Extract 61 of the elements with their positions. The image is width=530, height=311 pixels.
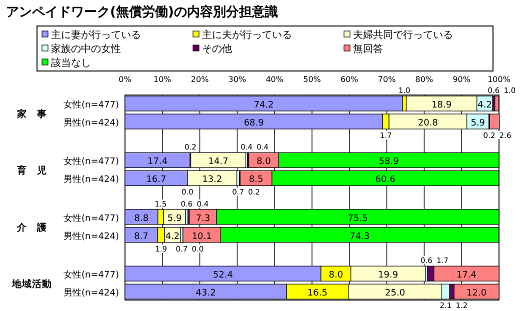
x-tick-label: 10% — [154, 75, 172, 84]
data-label: 60.6 — [375, 175, 396, 186]
y-tick-label: 男性(n=424) — [64, 230, 119, 242]
data-label: 8.0 — [328, 270, 344, 281]
legend-label: 主に夫が行っている — [202, 29, 292, 41]
data-label: 14.7 — [208, 157, 228, 168]
data-label: 43.2 — [196, 288, 216, 299]
data-label: 8.7 — [134, 232, 148, 242]
data-label: 17.4 — [456, 270, 477, 281]
data-label: 52.4 — [212, 270, 234, 281]
text: 家 事 — [16, 108, 47, 120]
data-label: 4.2 — [165, 232, 180, 242]
y-tick-label: 男性(n=424) — [64, 174, 119, 186]
data-label: 8.5 — [248, 175, 264, 186]
data-label: 8.8 — [134, 214, 149, 224]
legend-label: 夫婦共同で行っている — [353, 29, 453, 41]
data-label: 18.9 — [432, 100, 452, 110]
data-label: 17.4 — [148, 157, 168, 168]
x-tick-label: 100% — [488, 75, 511, 84]
data-label: 25.0 — [385, 288, 406, 299]
y-tick-label: 男性(n=424) — [64, 288, 119, 299]
data-label: 7.3 — [196, 214, 210, 224]
data-label: 8.0 — [256, 157, 272, 168]
data-label: 12.0 — [466, 288, 487, 299]
y-tick-label: 女性(n=477) — [64, 212, 119, 224]
x-tick-label: 80% — [415, 75, 434, 84]
x-tick-label: 30% — [228, 75, 246, 84]
data-label: 13.2 — [202, 175, 222, 186]
y-tick-label: 女性(n=477) — [64, 156, 119, 168]
legend-label: 家族の中の女性 — [51, 43, 121, 55]
data-label: 20.8 — [418, 118, 438, 128]
data-label: 74.2 — [254, 100, 274, 110]
data-label: 4.2 — [478, 100, 492, 110]
data-label: 16.7 — [146, 175, 166, 186]
data-label: 58.9 — [378, 157, 400, 168]
legend-label: 主に妻が行っている — [51, 29, 141, 41]
text: 地域活動 — [11, 278, 52, 290]
x-tick-label: 90% — [452, 75, 471, 84]
x-tick-label: 50% — [303, 75, 322, 84]
x-tick-label: 0% — [118, 75, 132, 84]
data-label: 68.9 — [244, 118, 264, 128]
data-label: 16.5 — [307, 288, 328, 299]
data-label: 10.1 — [192, 232, 212, 242]
y-tick-label: 女性(n=477) — [64, 100, 119, 110]
x-tick-label: 20% — [190, 75, 210, 84]
x-tick-label: 40% — [266, 75, 284, 84]
legend-label: 該当なし — [51, 57, 91, 69]
data-label: 74.3 — [350, 232, 370, 242]
legend-label: その他 — [202, 43, 232, 55]
legend-label: 無回答 — [353, 43, 383, 55]
text: 育 児 — [16, 164, 47, 177]
y-tick-label: 男性(n=424) — [64, 118, 119, 128]
y-tick-label: 女性(n=477) — [64, 270, 119, 281]
data-label: 75.5 — [348, 214, 368, 224]
x-tick-label: 70% — [378, 75, 396, 84]
data-label: 19.9 — [378, 270, 398, 281]
x-tick-label: 60% — [340, 75, 359, 84]
data-label: 5.9 — [167, 214, 182, 224]
text: 介 護 — [16, 221, 47, 234]
data-label: 5.9 — [470, 118, 486, 128]
chart-title: アンペイドワーク(無償労働)の内容別分担意識 — [6, 4, 278, 20]
